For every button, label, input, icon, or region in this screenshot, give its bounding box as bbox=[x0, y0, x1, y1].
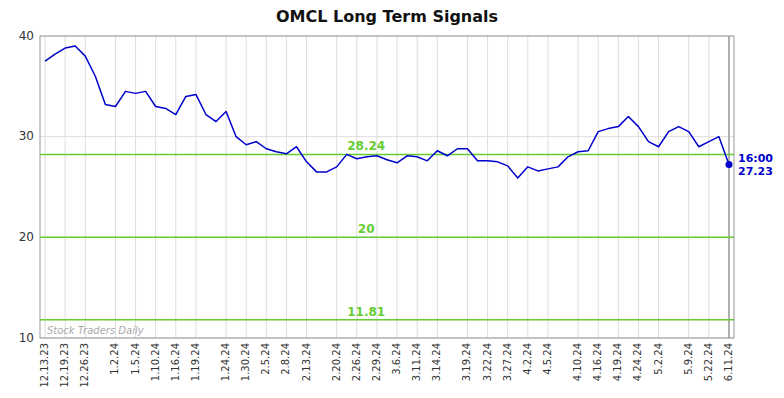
x-grid-line bbox=[728, 36, 729, 338]
x-grid-line bbox=[688, 36, 689, 338]
last-point bbox=[725, 161, 732, 168]
labels: 28.24 20 11.81 Stock Traders Daily 16:0027.2… bbox=[47, 139, 773, 336]
x-grid-line bbox=[226, 36, 227, 338]
x-grid-line bbox=[376, 36, 377, 338]
x-grid-line bbox=[45, 36, 46, 338]
reference-line bbox=[40, 154, 734, 156]
x-grid-line bbox=[467, 36, 468, 338]
x-tick-label: 1.19.24 bbox=[190, 343, 201, 381]
x-grid-line bbox=[195, 36, 196, 338]
x-grid-line bbox=[598, 36, 599, 338]
y-grid-line bbox=[40, 136, 734, 137]
y-grid-line bbox=[40, 237, 734, 238]
x-tick-label: 1.10.24 bbox=[150, 343, 161, 381]
x-tick-label: 3.6.24 bbox=[391, 343, 402, 375]
x-grid-line bbox=[437, 36, 438, 338]
x-grid-line bbox=[578, 36, 579, 338]
y-tick-label: 30 bbox=[19, 129, 34, 143]
reference-label: 20 bbox=[358, 222, 375, 236]
x-grid-line bbox=[155, 36, 156, 338]
x-tick-label: 2.8.24 bbox=[280, 343, 291, 375]
x-tick-label: 12.26.23 bbox=[79, 343, 90, 388]
chart: OMCL Long Term Signals 10 20 30 40 12.13.23 12… bbox=[0, 0, 784, 398]
x-grid-line bbox=[638, 36, 639, 338]
x-tick-label: 4.10.24 bbox=[572, 343, 583, 381]
x-grid-line bbox=[306, 36, 307, 338]
x-grid-line bbox=[175, 36, 176, 338]
x-tick-label: 3.19.24 bbox=[461, 343, 472, 381]
x-tick-label: 3.27.24 bbox=[502, 343, 513, 381]
x-grid-line bbox=[286, 36, 287, 338]
x-tick-label: 1.30.24 bbox=[240, 343, 251, 381]
x-tick-label: 4.19.24 bbox=[612, 343, 623, 381]
axes: 10 20 30 40 12.13.23 12.19.23 12.26.23 1.2.24 1.… bbox=[19, 29, 734, 388]
y-tick-label: 20 bbox=[19, 230, 34, 244]
x-tick-label: 4.5.24 bbox=[542, 343, 553, 375]
x-tick-label: 1.16.24 bbox=[170, 343, 181, 381]
x-grid-line bbox=[618, 36, 619, 338]
y-tick-label: 40 bbox=[19, 29, 34, 43]
x-tick-label: 4.24.24 bbox=[632, 343, 643, 381]
x-tick-label: 5.22.24 bbox=[703, 343, 714, 381]
reference-line bbox=[40, 237, 734, 239]
x-tick-label: 2.26.24 bbox=[351, 343, 362, 381]
watermark: Stock Traders Daily bbox=[47, 325, 145, 336]
plot-area bbox=[40, 36, 734, 338]
price-line bbox=[45, 46, 729, 178]
x-grid-line bbox=[246, 36, 247, 338]
plot-frame bbox=[40, 36, 734, 338]
y-tick-label: 10 bbox=[19, 331, 34, 345]
x-tick-label: 2.5.24 bbox=[260, 343, 271, 375]
x-grid-line bbox=[658, 36, 659, 338]
x-grid-line bbox=[266, 36, 267, 338]
x-grid-line bbox=[487, 36, 488, 338]
x-tick-label: 4.2.24 bbox=[522, 343, 533, 375]
x-grid-line bbox=[85, 36, 86, 338]
x-tick-label: 5.9.24 bbox=[683, 343, 694, 375]
x-tick-label: 1.2.24 bbox=[109, 343, 120, 375]
x-tick-label: 3.22.24 bbox=[482, 343, 493, 381]
x-tick-label: 3.11.24 bbox=[411, 343, 422, 381]
x-grid-line bbox=[336, 36, 337, 338]
x-tick-label: 1.24.24 bbox=[220, 343, 231, 381]
x-grid-line bbox=[417, 36, 418, 338]
title: OMCL Long Term Signals bbox=[276, 7, 498, 26]
last-point-line bbox=[728, 36, 729, 338]
x-grid-line bbox=[356, 36, 357, 338]
x-grid-line bbox=[135, 36, 136, 338]
grid bbox=[40, 36, 734, 338]
x-grid-line bbox=[708, 36, 709, 338]
x-tick-label: 12.13.23 bbox=[39, 343, 50, 388]
x-grid-line bbox=[65, 36, 66, 338]
x-tick-label: 1.5.24 bbox=[130, 343, 141, 375]
last-annotation: 16:00 bbox=[738, 152, 773, 165]
reference-line bbox=[40, 319, 734, 321]
last-annotation: 27.23 bbox=[738, 165, 773, 178]
x-tick-label: 5.2.24 bbox=[653, 343, 664, 375]
x-tick-label: 2.29.24 bbox=[371, 343, 382, 381]
x-grid-line bbox=[507, 36, 508, 338]
x-tick-label: 2.13.24 bbox=[301, 343, 312, 381]
x-tick-label: 12.19.23 bbox=[59, 343, 70, 388]
x-tick-label: 4.16.24 bbox=[592, 343, 603, 381]
x-tick-label: 2.20.24 bbox=[331, 343, 342, 381]
x-tick-label: 3.14.24 bbox=[431, 343, 442, 381]
reference-label: 28.24 bbox=[347, 139, 385, 153]
chart-container: OMCL Long Term Signals 10 20 30 40 12.13.23 12… bbox=[0, 0, 784, 398]
x-grid-line bbox=[397, 36, 398, 338]
x-tick-label: 6.11.24 bbox=[723, 343, 734, 381]
x-grid-line bbox=[527, 36, 528, 338]
x-grid-line bbox=[115, 36, 116, 338]
reference-label: 11.81 bbox=[347, 305, 385, 319]
x-grid-line bbox=[547, 36, 548, 338]
